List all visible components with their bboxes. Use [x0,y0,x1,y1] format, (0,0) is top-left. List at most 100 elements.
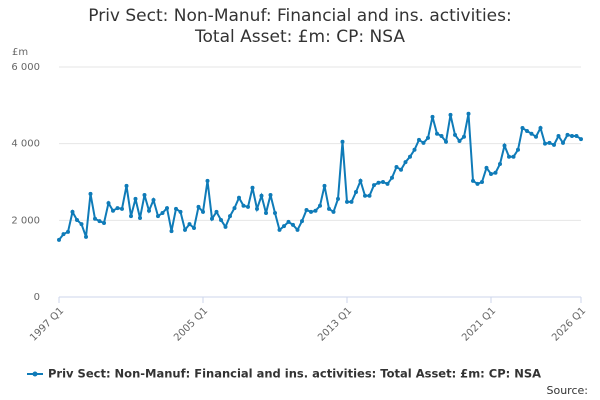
data-point [471,178,475,183]
data-point [129,214,133,219]
data-point [147,208,151,213]
data-point [241,203,246,208]
data-point [579,137,583,142]
data-point [318,203,322,208]
data-point [475,181,480,186]
chart-title: Priv Sect: Non-Manuf: Financial and ins.… [88,6,512,47]
data-point [169,229,174,234]
data-point [264,211,268,216]
data-point [570,134,574,138]
data-point [106,201,111,206]
data-point [138,216,142,221]
data-point [493,170,498,175]
data-point [358,178,363,183]
data-point [489,171,493,176]
data-point [295,227,300,232]
data-point [354,189,358,194]
y-axis-label: £m [12,47,28,58]
data-point [529,131,534,136]
x-tick-label: 2026 Q1 [550,305,588,343]
data-point [282,224,286,229]
data-point [511,154,516,159]
data-point [552,142,556,147]
data-point [340,139,345,144]
data-point [408,154,412,159]
data-point [165,206,169,211]
data-point [547,140,552,145]
data-point [336,196,340,201]
data-point [543,141,547,146]
y-tick-label: 2 000 [11,215,40,226]
data-point [273,211,277,216]
data-point [255,206,259,211]
data-point [480,180,484,184]
data-point [201,209,205,214]
data-point [57,237,61,242]
data-point [534,134,538,139]
data-point [291,222,295,227]
data-point [88,191,93,196]
data-point [232,206,237,211]
x-tick-label: 1997 Q1 [28,305,66,343]
data-point [372,183,376,188]
data-point [84,234,88,239]
data-point [268,193,273,198]
data-point [192,226,196,230]
data-point [574,134,579,138]
data-point [223,224,228,229]
data-point [426,135,430,140]
data-point [205,178,210,183]
data-point [556,134,561,138]
data-point [466,111,471,116]
x-tick-label: 2021 Q1 [460,305,498,343]
data-point [214,209,219,214]
data-point [160,211,165,216]
data-point [246,204,250,209]
data-point [237,195,241,200]
data-point [309,209,313,214]
legend-marker [32,371,38,377]
data-point [228,214,232,219]
data-point [187,222,192,227]
data-point [300,219,304,224]
data-point [210,216,214,221]
data-point [70,209,75,214]
data-point [196,204,201,209]
x-tick-label: 2013 Q1 [316,305,354,343]
data-point [75,217,79,222]
data-point [142,193,147,198]
data-point [322,183,327,188]
data-point [250,185,255,190]
data-point [174,206,178,211]
data-point [156,214,160,219]
data-point [390,175,394,180]
data-point [331,209,336,214]
data-point [277,227,282,232]
data-point [183,227,187,232]
data-point [327,206,331,211]
data-point [313,208,318,213]
y-tick-label: 6 000 [11,62,40,73]
data-point [430,114,435,119]
data-point [435,131,439,136]
data-point [61,232,66,237]
x-tick-label: 2005 Q1 [172,305,210,343]
data-point [111,208,115,213]
data-point [417,137,421,142]
data-point [286,219,291,224]
data-point [376,180,381,185]
data-point [448,112,453,117]
data-point [381,180,385,184]
data-point [115,206,120,211]
data-point [304,207,309,212]
data-point [133,196,138,201]
data-point [349,199,354,204]
data-point [561,140,565,145]
series-line [58,113,582,241]
y-tick-label: 0 [34,292,40,303]
data-point [525,129,529,134]
data-point [151,198,156,203]
data-point [421,140,426,145]
data-point [124,183,129,188]
